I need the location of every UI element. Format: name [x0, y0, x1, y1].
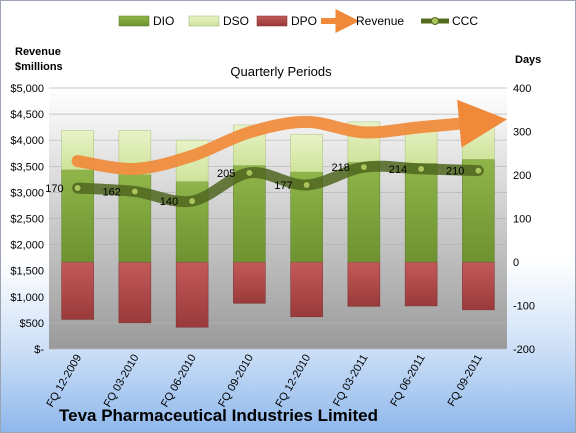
revenue-line	[71, 99, 508, 175]
right-tick-label: 200	[513, 170, 531, 182]
category-label: FQ 06-2011	[388, 353, 427, 409]
legend-dso-label: DSO	[223, 14, 249, 28]
ccc-marker	[302, 181, 311, 190]
ccc-marker	[417, 164, 426, 173]
left-tick-label: $5,000	[10, 83, 44, 95]
category-label: FQ 06-2010	[159, 353, 199, 410]
ccc-marker	[245, 168, 254, 177]
dpo-bar	[462, 261, 495, 311]
legend-dio-label: DIO	[153, 14, 174, 28]
dpo-bar	[347, 261, 381, 307]
left-tick-label: $3,500	[10, 161, 44, 173]
ccc-data-label: 140	[160, 196, 178, 208]
chart-title: Quarterly Periods	[230, 64, 332, 79]
dso-bar	[290, 134, 323, 173]
category-label: FQ 09-2011	[446, 353, 485, 409]
ccc-marker	[130, 187, 139, 196]
category-label: FQ 12-2009	[44, 353, 84, 410]
left-tick-label: $2,500	[10, 214, 44, 226]
legend: DIO DSO DPO Revenue CCC	[118, 9, 478, 33]
ccc-marker	[188, 197, 197, 206]
right-tick-label: -100	[513, 301, 535, 313]
right-tick-label: 0	[513, 257, 519, 269]
left-tick-label: $3,000	[10, 187, 44, 199]
left-axis-title-line2: $millions	[15, 61, 63, 73]
ccc-line	[72, 160, 484, 208]
ccc-data-label: 170	[45, 183, 63, 195]
left-tick-label: $500	[20, 318, 44, 330]
dpo-bar	[118, 261, 152, 324]
right-axis-title: Days	[515, 54, 541, 66]
ccc-data-label: 162	[103, 187, 121, 199]
left-tick-label: $1,500	[10, 266, 44, 278]
company-name: Teva Pharmaceutical Industries Limited	[59, 406, 378, 425]
category-label: FQ 03-2011	[331, 353, 370, 409]
right-tick-label: 300	[513, 127, 531, 139]
legend-ccc-label: CCC	[452, 14, 478, 28]
ccc-marker	[73, 184, 82, 193]
left-axis-title-line1: Revenue	[15, 46, 61, 58]
dpo-bar	[290, 261, 323, 318]
lines: 170 162 140 205 177 218 214 210	[45, 99, 508, 208]
right-tick-label: -200	[513, 344, 535, 356]
ccc-data-label: 177	[274, 180, 292, 192]
ccc-data-label: 205	[217, 168, 235, 180]
ccc-data-label: 218	[332, 162, 350, 174]
legend-revenue-label: Revenue	[356, 14, 404, 28]
dpo-bar	[175, 261, 209, 328]
legend-dpo-label: DPO	[291, 14, 317, 28]
dpo-bar	[233, 261, 266, 304]
dpo-bar	[404, 261, 438, 307]
ccc-data-label: 214	[389, 164, 407, 176]
legend-dpo-swatch	[256, 15, 288, 27]
dpo-bar	[61, 261, 94, 320]
legend-ccc-marker-icon	[431, 17, 439, 25]
ccc-marker	[474, 166, 483, 175]
legend-dio-swatch	[118, 15, 150, 27]
category-label: FQ 12-2010	[273, 353, 313, 410]
left-tick-label: $4,000	[10, 135, 44, 147]
dio-bar	[347, 162, 381, 263]
category-label: FQ 09-2010	[216, 353, 256, 410]
dio-bar	[462, 159, 495, 263]
left-tick-label: $1,000	[10, 292, 44, 304]
right-tick-label: 100	[513, 214, 531, 226]
left-tick-label: $4,500	[10, 109, 44, 121]
dio-bar	[404, 163, 438, 263]
bars	[61, 121, 495, 328]
ccc-marker	[359, 163, 368, 172]
left-tick-label: $-	[34, 344, 44, 356]
legend-dso-swatch	[188, 15, 220, 27]
category-label: FQ 03-2010	[102, 353, 142, 410]
right-tick-label: 400	[513, 83, 531, 95]
left-tick-label: $2,000	[10, 240, 44, 252]
ccc-data-label: 210	[446, 166, 464, 178]
